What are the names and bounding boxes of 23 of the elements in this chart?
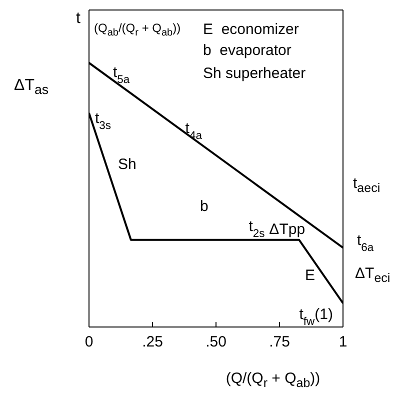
text: ΔT$_{eci}$ <box>355 265 390 285</box>
y-axis-title: t <box>76 10 80 28</box>
text: ΔT$_{as}$ <box>14 77 49 98</box>
text: E economizer <box>203 21 299 38</box>
annotation: b <box>200 198 208 215</box>
annotation: Sh <box>118 156 136 173</box>
annotation: t$_{3s}$ <box>95 110 112 132</box>
x-tick-label: 1 <box>338 334 348 351</box>
annotation: ΔTpp <box>269 220 306 238</box>
text: b evaporator <box>203 42 292 59</box>
annotation: t$_{fw}$(1) <box>299 306 333 328</box>
x-tick-label: .25 <box>142 334 163 351</box>
annotation: t$_{2s}$ <box>248 218 266 240</box>
x-axis-title: (Q/(Q$_{r}$ + Q$_{ab}$)) <box>224 370 322 390</box>
annotation: t$_{6a}$ <box>357 232 374 254</box>
x-tick-label: .75 <box>269 334 290 351</box>
x-tick-label: .50 <box>206 334 226 351</box>
annotation: E <box>305 267 316 284</box>
text: (Q$_{ab}$/(Q$_{r}$ + Q$_{ab}$)) <box>94 21 181 38</box>
annotation: t$_{5a}$ <box>113 64 130 86</box>
x-tick-label: 0 <box>84 334 94 351</box>
text: t$_{aeci}$ <box>353 175 380 195</box>
annotation: Sh superheater <box>203 65 306 82</box>
